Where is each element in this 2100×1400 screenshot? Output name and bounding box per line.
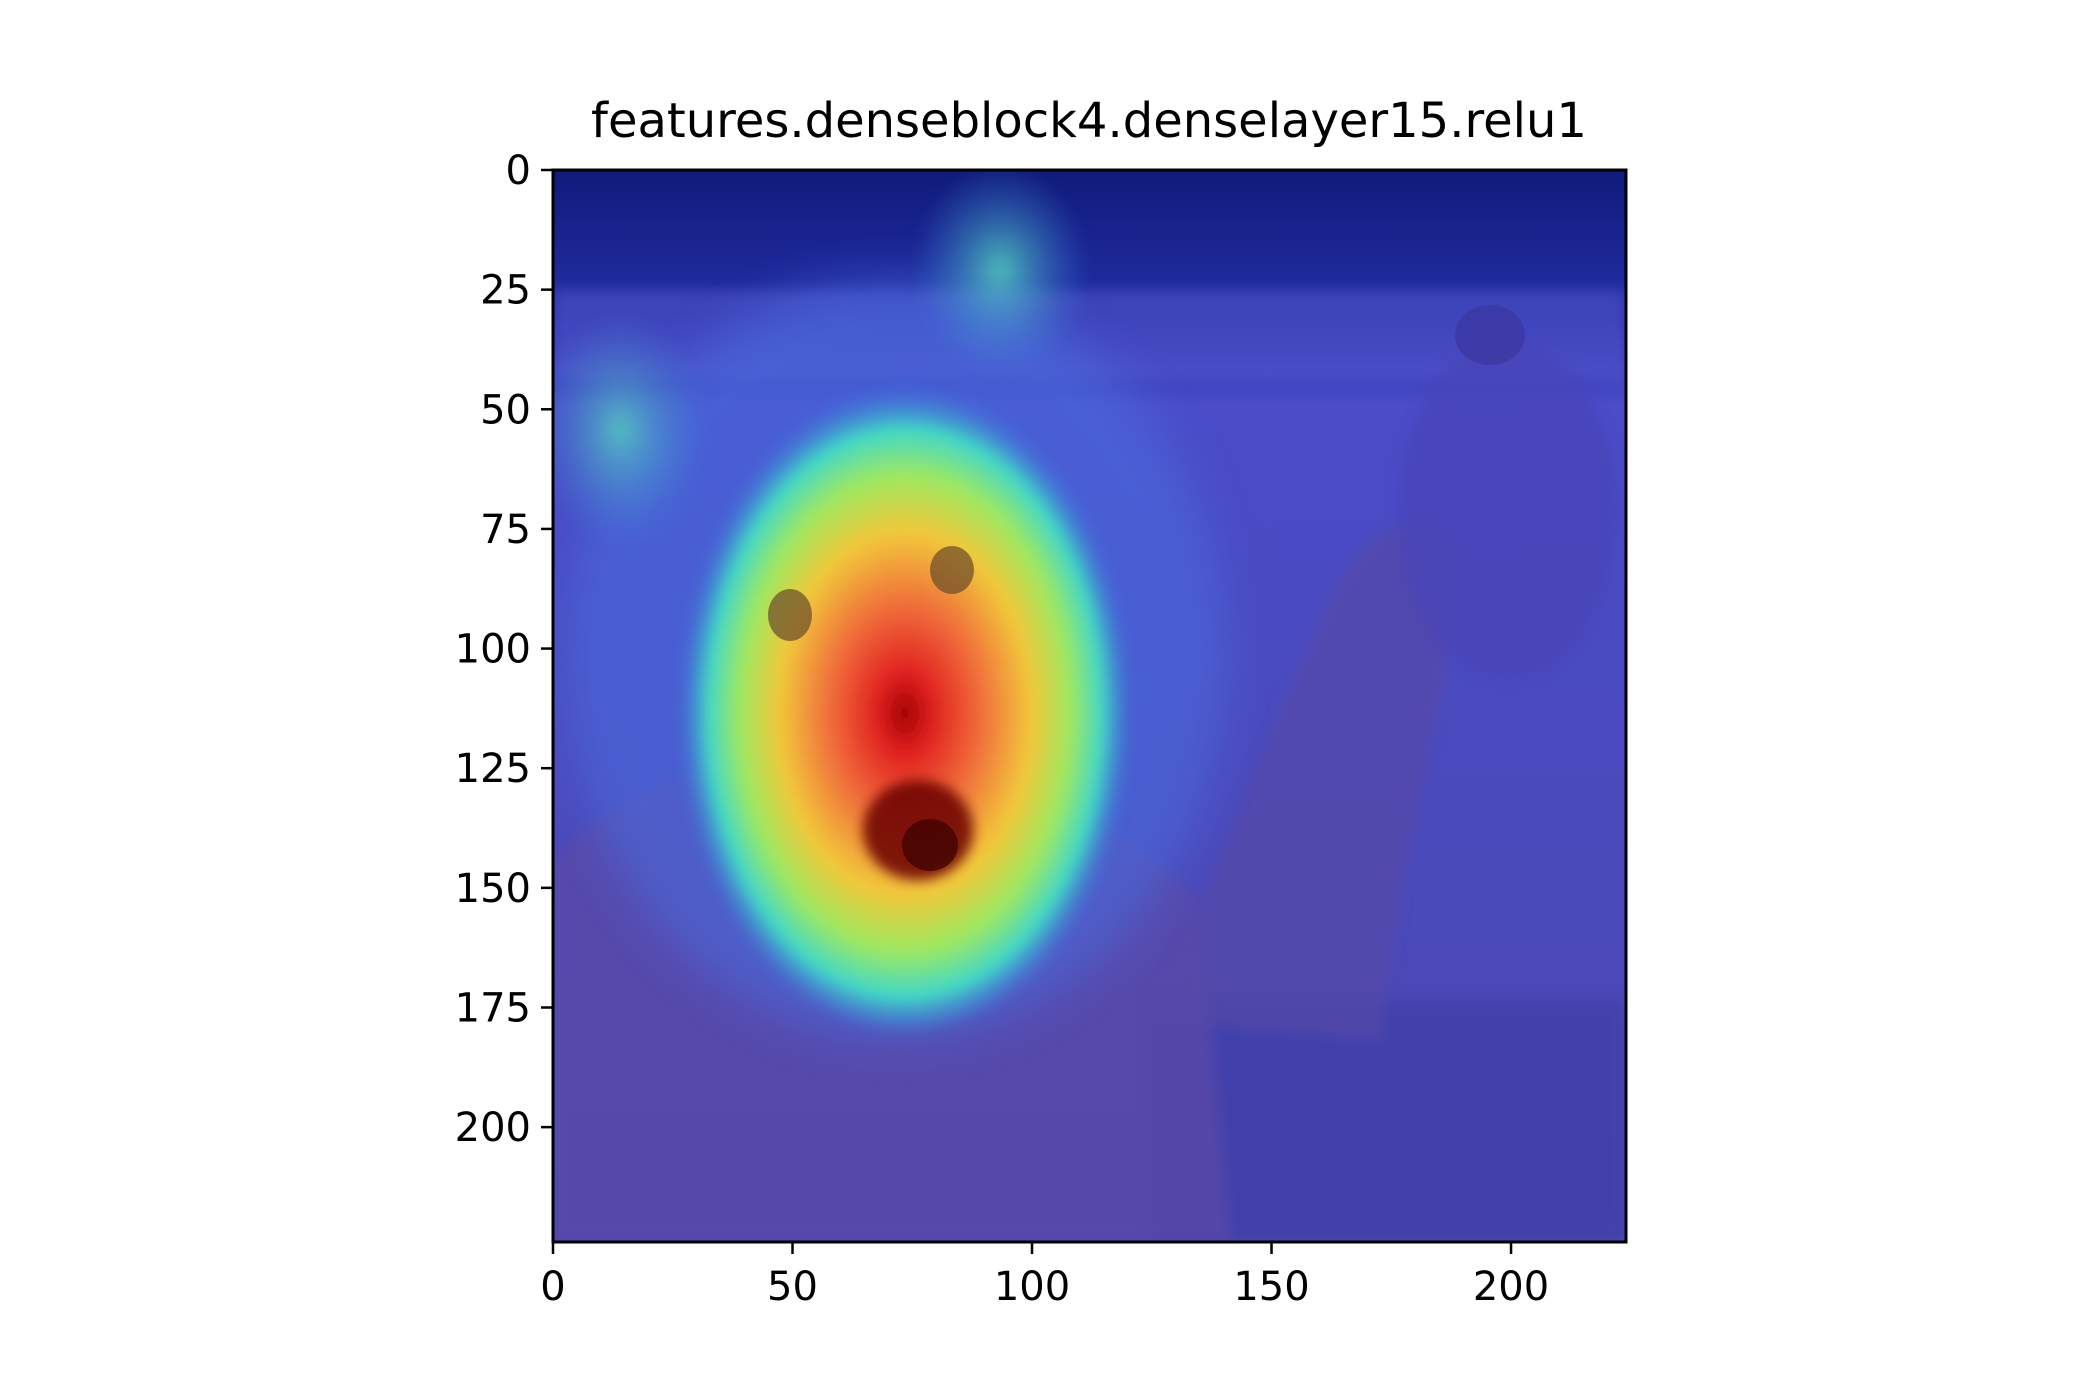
x-tick-label: 0 xyxy=(540,1264,565,1310)
y-tick-label: 175 xyxy=(455,986,531,1032)
chart-title: features.denseblock4.denselayer15.relu1 xyxy=(591,93,1587,149)
y-tick-label: 50 xyxy=(480,387,531,433)
y-tick-label: 125 xyxy=(455,746,531,792)
y-tick-label: 200 xyxy=(455,1105,531,1151)
y-tick-label: 100 xyxy=(455,627,531,673)
y-tick-label: 75 xyxy=(480,507,531,553)
x-axis: 0 50 100 150 200 xyxy=(540,1242,1549,1310)
y-tick-label: 150 xyxy=(455,866,531,912)
heatmap-image xyxy=(553,170,1626,1242)
x-tick-label: 50 xyxy=(767,1264,818,1310)
plot-frame xyxy=(551,168,1628,1244)
x-tick-label: 150 xyxy=(1233,1264,1309,1310)
y-axis: 0 25 50 75 100 125 150 175 200 xyxy=(455,148,553,1151)
x-tick-label: 200 xyxy=(1473,1264,1549,1310)
y-tick-label: 25 xyxy=(480,268,531,314)
x-tick-label: 100 xyxy=(994,1264,1070,1310)
y-tick-label: 0 xyxy=(506,148,531,194)
